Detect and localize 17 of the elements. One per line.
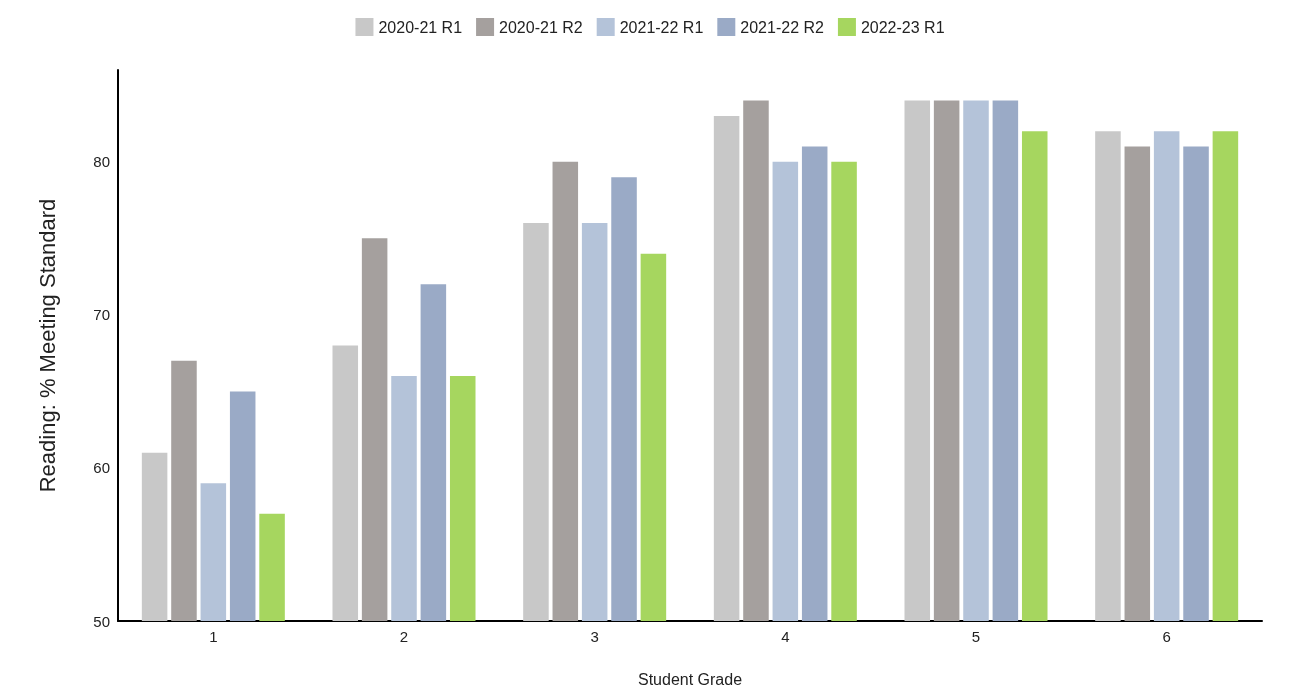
- legend-label: 2022-23 R1: [860, 18, 945, 36]
- x-tick-label: 3: [590, 628, 599, 645]
- legend-label: 2020-21 R1: [378, 18, 463, 36]
- x-tick-label: 5: [971, 628, 981, 645]
- legend-label: 2021-22 R1: [619, 18, 704, 36]
- y-tick-label: 70: [93, 306, 110, 324]
- legend-label: 2021-22 R2: [740, 18, 825, 36]
- y-tick-label: 80: [93, 153, 110, 171]
- x-axis-title: Student Grade: [637, 670, 743, 688]
- y-tick-label: 50: [93, 612, 110, 630]
- x-tick-label: 2: [399, 628, 409, 645]
- x-tick-label: 4: [781, 628, 790, 645]
- x-tick-label: 6: [1162, 628, 1171, 645]
- y-tick-label: 60: [93, 459, 110, 477]
- legend-label: 2020-21 R2: [499, 18, 583, 36]
- x-tick-label: 1: [209, 628, 218, 645]
- y-axis-title: Reading: % Meeting Standard: [34, 198, 60, 493]
